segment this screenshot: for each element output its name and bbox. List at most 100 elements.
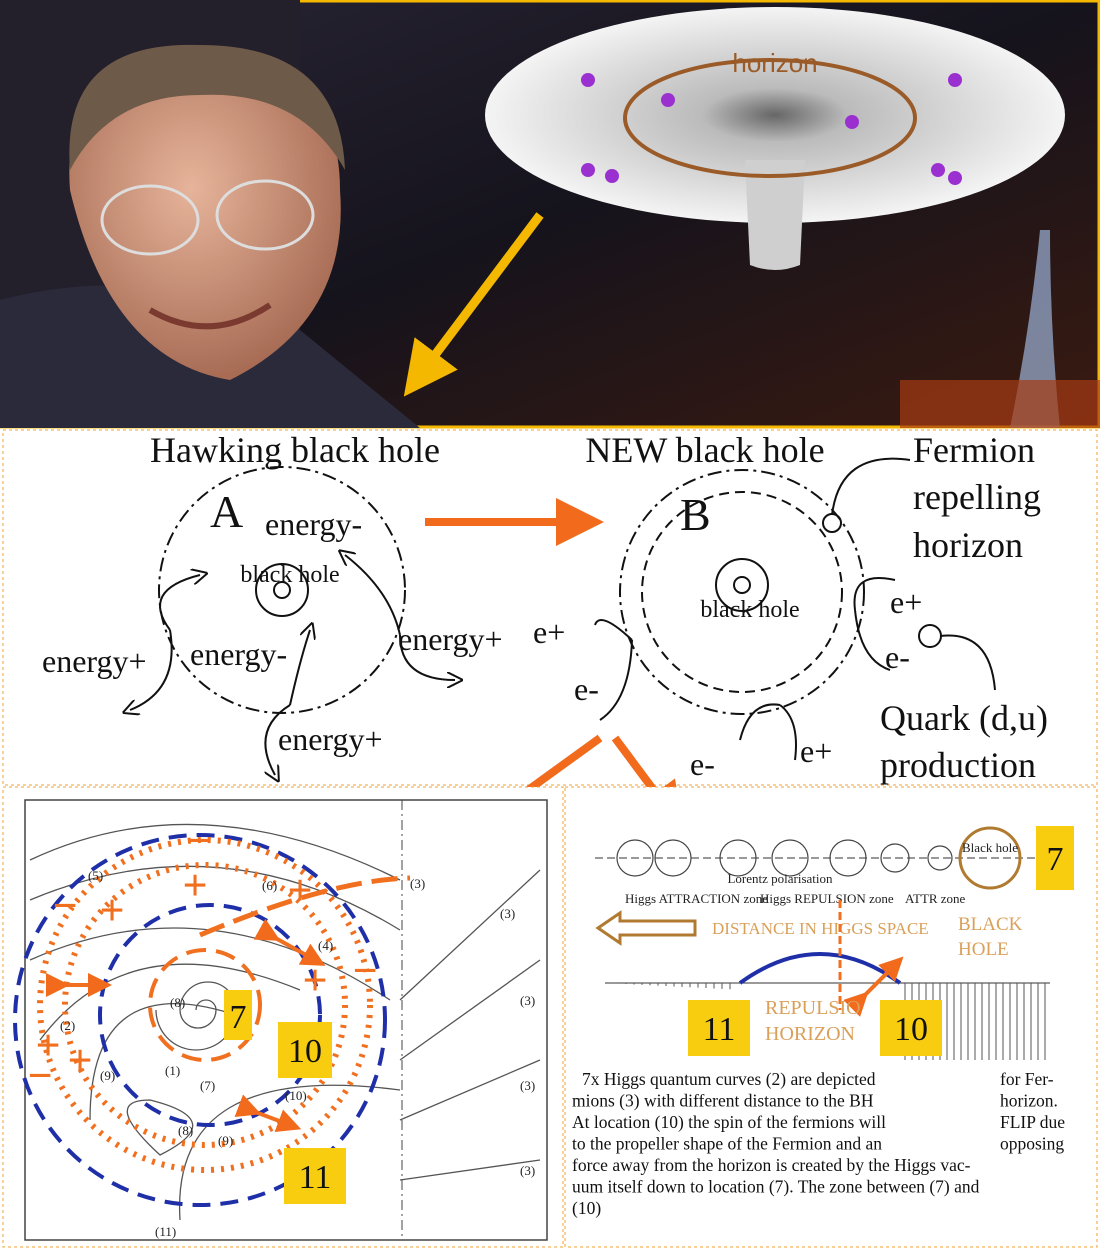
curve-label: (8) (170, 995, 185, 1010)
funnel-label: horizon (732, 48, 817, 78)
fermion (654, 839, 692, 877)
curve-label: (3) (520, 993, 535, 1008)
sign: + (99, 886, 124, 935)
caption-line: FLIP due (1000, 1112, 1065, 1132)
small-label: ATTR zone (905, 891, 966, 906)
curve-label: (5) (88, 868, 103, 883)
badge (688, 1000, 750, 1056)
curve-label: (10) (285, 1088, 307, 1103)
core (733, 576, 751, 594)
curve (854, 609, 891, 671)
core-label: black hole (240, 562, 339, 588)
curve-label: (3) (520, 1163, 535, 1178)
spiral (155, 981, 237, 1051)
fermion (616, 839, 654, 877)
caption-line: (10) (572, 1198, 601, 1218)
curve-label: (3) (520, 1078, 535, 1093)
badge-label: 11 (703, 1011, 736, 1048)
particle-label: e+ (533, 614, 565, 650)
curve-label: (4) (318, 938, 333, 953)
curve (159, 575, 200, 631)
bh-label: HOLE (958, 939, 1009, 960)
letter: A (210, 486, 243, 537)
bh-label: BLACK (958, 914, 1023, 935)
curve (265, 704, 291, 775)
sign: − (52, 881, 77, 930)
curve (289, 630, 310, 706)
caption-line: for Fer- (1000, 1069, 1054, 1089)
badge (284, 1148, 346, 1204)
curve-label: (9) (100, 1068, 115, 1083)
energy-label: energy- (265, 506, 362, 542)
particle (661, 93, 675, 107)
fermion-label: horizon (913, 525, 1023, 565)
particle-label: e- (574, 671, 599, 707)
particle (581, 163, 595, 177)
curve (345, 555, 401, 636)
repulsion-label: REPULSIO (765, 997, 861, 1019)
field-diagram: (5) (6) (3) (3) (4) (8) (2) (1) (7) (9) (8) (9) (10)… (2, 786, 564, 1248)
event-circle (619, 469, 865, 715)
quark-label: production (880, 745, 1036, 785)
curve-label: (3) (500, 906, 515, 921)
field-line (399, 1159, 541, 1181)
badge (278, 1022, 332, 1078)
glasses (100, 184, 200, 256)
field-line (399, 869, 541, 1001)
badge (1036, 826, 1074, 890)
direction-arrow (595, 910, 697, 946)
particles (581, 73, 962, 185)
smile (148, 302, 272, 330)
panel-title: NEW black hole (585, 430, 824, 470)
orange-curve (199, 875, 411, 938)
repulsion-label: HORIZON (765, 1023, 855, 1045)
signs: − +−++ −+− ++ (27, 816, 377, 1100)
curve (939, 634, 996, 691)
field-line (178, 1084, 401, 1221)
badge-label: 10 (894, 1011, 928, 1048)
particle-label: e+ (890, 584, 922, 620)
particle-label: e- (690, 746, 715, 782)
glasses (215, 179, 315, 251)
hatch (609, 983, 1046, 1060)
curve (399, 634, 455, 680)
curve-label: (7) (200, 1078, 215, 1093)
horizon-ring (623, 58, 917, 178)
funnel-throat (745, 160, 805, 270)
field-lines (29, 823, 541, 1221)
black-hole (958, 826, 1022, 890)
curve-label: (6) (262, 878, 277, 893)
badge-label: 7 (1047, 841, 1064, 878)
sign: − (352, 946, 377, 995)
particle (948, 73, 962, 87)
energy-label: energy+ (398, 621, 503, 657)
core (273, 581, 291, 599)
small-label: Lorentz polarisation (727, 871, 833, 886)
panel-border (2, 429, 1098, 786)
particle (948, 171, 962, 185)
curve-labels: (5) (6) (3) (3) (4) (8) (2) (1) (7) (9) (8) (9) (10)… (60, 868, 535, 1239)
energy-label: energy+ (42, 643, 147, 679)
fermion (880, 843, 910, 873)
funnel (485, 7, 1065, 223)
event-circle (158, 466, 406, 714)
field-line (29, 823, 401, 881)
curve (853, 577, 896, 611)
sign: − (27, 1051, 52, 1100)
spin-arrows (46, 918, 326, 1133)
curve (599, 639, 633, 721)
caption-line: 7x Higgs quantum curves (2) are depicted (582, 1069, 876, 1089)
curve (130, 629, 173, 710)
badge (224, 990, 252, 1040)
caption-line: to the propeller shape of the Fermion an… (572, 1134, 882, 1154)
repelling-horizon (641, 491, 843, 693)
fermion (771, 839, 809, 877)
glow (900, 380, 1100, 428)
quark-label: Quark (d,u) (880, 698, 1048, 738)
core (715, 558, 769, 612)
small-label: Higgs REPULSION zone (760, 891, 894, 906)
blue-horizon (13, 833, 387, 1207)
orange-horizon (62, 862, 348, 1148)
caption-line: At location (10) the spin of the fermion… (572, 1112, 886, 1132)
